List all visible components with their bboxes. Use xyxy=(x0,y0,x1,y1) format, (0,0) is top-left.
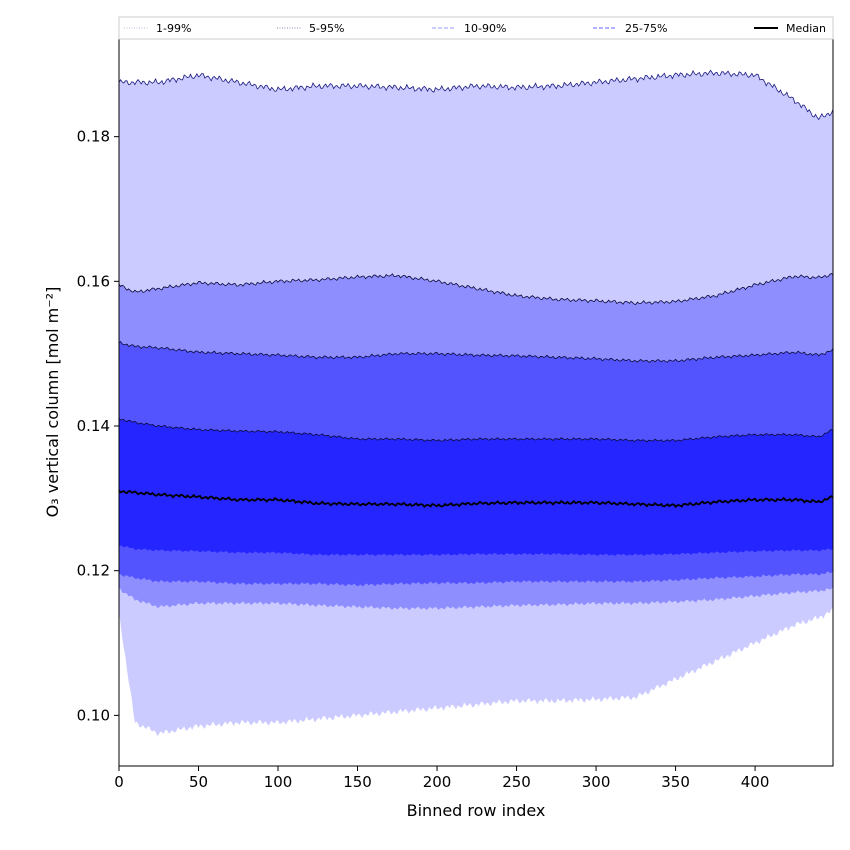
legend-label-5-95%: 5-95% xyxy=(309,22,344,35)
band-1-99%-upper-edge xyxy=(119,69,833,121)
y-axis-label: O₃ vertical column [mol m⁻²] xyxy=(43,287,62,518)
band-10-90%-upper-edge xyxy=(119,340,833,363)
y-tick-label-0: 0.10 xyxy=(77,706,110,724)
x-tick-label-0: 0 xyxy=(114,773,124,791)
band-25-75%-upper-edge xyxy=(119,418,833,443)
band-25-75%-fill xyxy=(119,418,833,556)
x-tick-label-150: 150 xyxy=(343,773,372,791)
y-tick-label-2: 0.14 xyxy=(77,417,110,435)
x-tick-label-50: 50 xyxy=(189,773,208,791)
band-5-95%-upper-edge xyxy=(119,272,833,305)
x-tick-label-300: 300 xyxy=(582,773,611,791)
legend-label-10-90%: 10-90% xyxy=(464,22,506,35)
legend-box xyxy=(118,16,834,40)
y-axis: 0.10 0.12 0.14 0.16 0.18 xyxy=(77,128,119,724)
y-tick-label-3: 0.16 xyxy=(77,272,110,290)
y-tick-label-4: 0.18 xyxy=(77,128,110,146)
x-tick-label-200: 200 xyxy=(423,773,452,791)
x-tick-label-100: 100 xyxy=(264,773,293,791)
x-tick-label-350: 350 xyxy=(661,773,690,791)
median-line xyxy=(119,490,833,509)
y-tick-label-1: 0.12 xyxy=(77,562,110,580)
x-axis-label: Binned row index xyxy=(407,801,546,820)
x-tick-label-400: 400 xyxy=(741,773,770,791)
legend: 1-99% 5-95% 10-90% 25-75% Median xyxy=(118,16,834,40)
percentile-bands xyxy=(119,69,833,736)
median-layer xyxy=(119,490,833,509)
legend-label-Median: Median xyxy=(786,22,826,35)
x-axis: 0 50 100 150 200 250 300 350 400 xyxy=(114,766,769,791)
legend-label-25-75%: 25-75% xyxy=(625,22,667,35)
legend-label-1-99%: 1-99% xyxy=(156,22,191,35)
x-tick-label-250: 250 xyxy=(502,773,531,791)
